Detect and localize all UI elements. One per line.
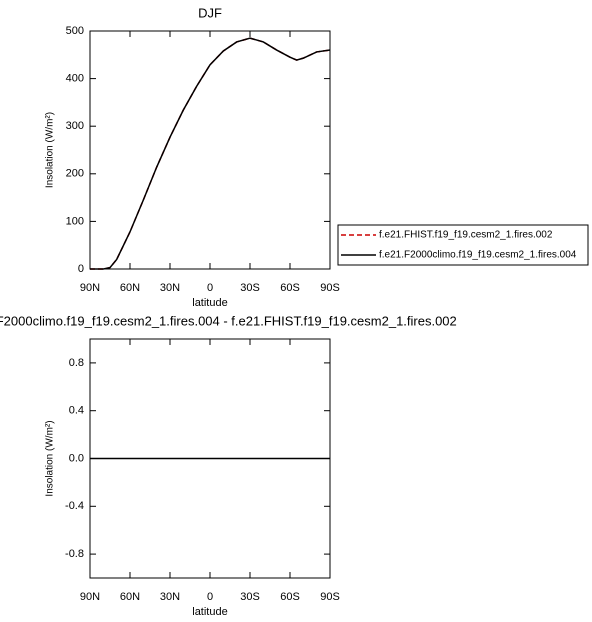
plot-frame <box>89 338 331 579</box>
y-axis-label: Insolation (W/m²) <box>45 112 56 188</box>
y-tick-label: 0.4 <box>69 405 84 417</box>
chart-title: f.e21.F2000climo.f19_f19.cesm2_1.fires.0… <box>0 313 457 328</box>
y-tick-label: 400 <box>66 73 84 85</box>
x-tick-label: 30N <box>160 591 180 603</box>
series-line <box>90 37 331 270</box>
x-tick-label: 30S <box>240 282 260 294</box>
chart-title: DJF <box>198 5 222 20</box>
x-axis-label: latitude <box>192 606 227 618</box>
y-tick-label: 200 <box>66 168 84 180</box>
plot-frame <box>89 30 331 270</box>
x-axis-label: latitude <box>192 297 227 309</box>
x-tick-label: 60N <box>120 591 140 603</box>
y-tick-label: -0.8 <box>65 548 84 560</box>
y-tick-label: 0 <box>78 263 84 275</box>
x-tick-label: 30S <box>240 591 260 603</box>
y-tick-label: 0.0 <box>69 452 84 464</box>
x-tick-label: 90S <box>320 591 340 603</box>
y-axis-label: Insolation (W/m²) <box>45 420 56 496</box>
x-tick-label: 0 <box>207 591 213 603</box>
legend-label: f.e21.F2000climo.f19_f19.cesm2_1.fires.0… <box>379 250 577 261</box>
y-tick-label: 100 <box>66 215 84 227</box>
x-tick-label: 60S <box>280 282 300 294</box>
x-tick-label: 60N <box>120 282 140 294</box>
x-tick-label: 0 <box>207 282 213 294</box>
y-tick-label: 300 <box>66 120 84 132</box>
x-tick-label: 60S <box>280 591 300 603</box>
x-tick-label: 90S <box>320 282 340 294</box>
y-tick-label: 500 <box>66 25 84 37</box>
legend-box <box>337 224 589 266</box>
x-tick-label: 90N <box>80 282 100 294</box>
x-tick-label: 30N <box>160 282 180 294</box>
series-line <box>90 37 331 270</box>
x-tick-label: 90N <box>80 591 100 603</box>
legend-label: f.e21.FHIST.f19_f19.cesm2_1.fires.002 <box>379 230 553 241</box>
y-tick-label: 0.8 <box>69 357 84 369</box>
y-tick-label: -0.4 <box>65 500 84 512</box>
